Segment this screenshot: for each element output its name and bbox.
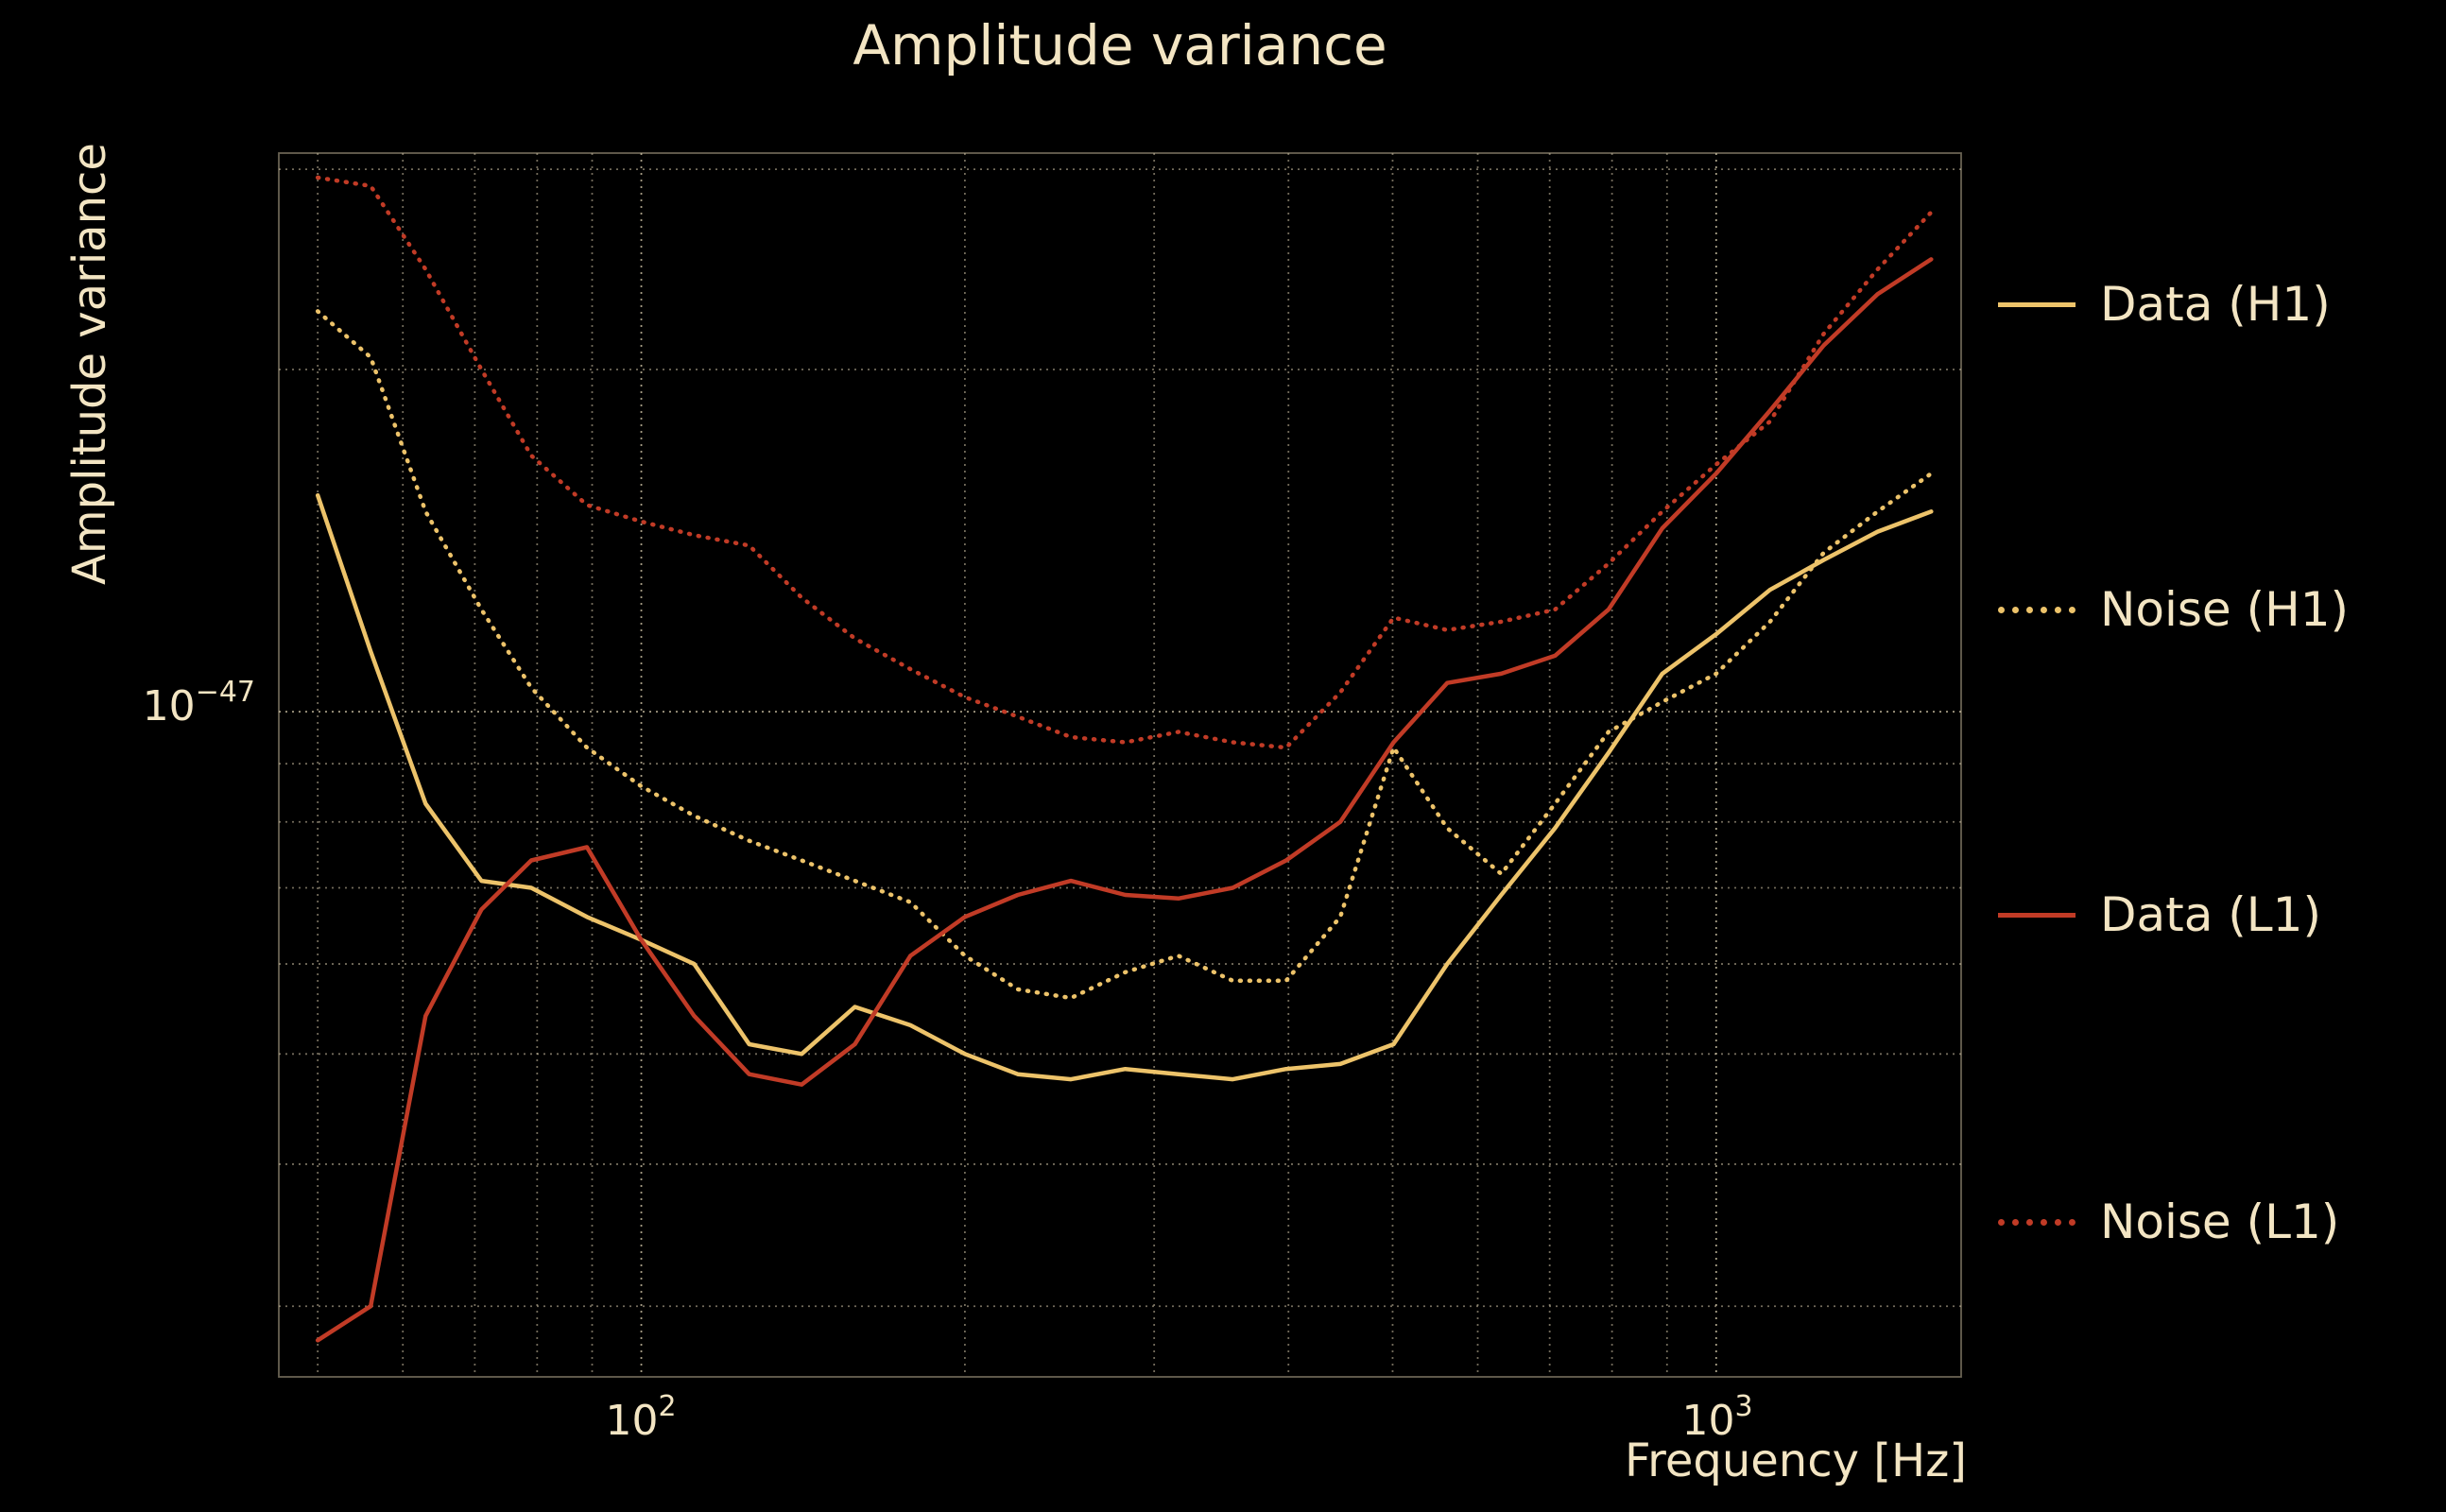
legend-line-sample-noise-h1 bbox=[1998, 606, 2076, 613]
legend-item-data-h1: Data (H1) bbox=[1998, 277, 2331, 332]
legend-label: Noise (H1) bbox=[2100, 582, 2350, 637]
legend-line-sample-data-l1 bbox=[1998, 912, 2076, 918]
legend-line-sample-noise-l1 bbox=[1998, 1218, 2076, 1226]
plot-frame bbox=[278, 152, 1962, 1378]
legend-item-noise-l1: Noise (L1) bbox=[1998, 1194, 2339, 1249]
x-axis-label: Frequency [Hz] bbox=[1625, 1435, 1967, 1487]
y-tick-1e-47: 10−47 bbox=[142, 676, 255, 730]
series-line-noise-h1 bbox=[315, 309, 1934, 1001]
legend-label: Data (L1) bbox=[2100, 887, 2321, 942]
legend-label: Data (H1) bbox=[2100, 277, 2331, 332]
series-line-data-l1 bbox=[315, 257, 1934, 1343]
x-tick-1000: 103 bbox=[1681, 1390, 1753, 1445]
legend-item-noise-h1: Noise (H1) bbox=[1998, 582, 2349, 637]
series-line-noise-l1 bbox=[315, 175, 1934, 750]
series-line-data-h1 bbox=[315, 492, 1934, 1082]
legend: Data (H1) Noise (H1) Data (L1) Noise (L1… bbox=[1985, 0, 2446, 1512]
x-tick-100: 102 bbox=[605, 1390, 677, 1445]
chart-title: Amplitude variance bbox=[853, 13, 1387, 77]
legend-label: Noise (L1) bbox=[2100, 1194, 2340, 1249]
legend-line-sample-data-h1 bbox=[1998, 301, 2076, 307]
legend-item-data-l1: Data (L1) bbox=[1998, 887, 2321, 942]
